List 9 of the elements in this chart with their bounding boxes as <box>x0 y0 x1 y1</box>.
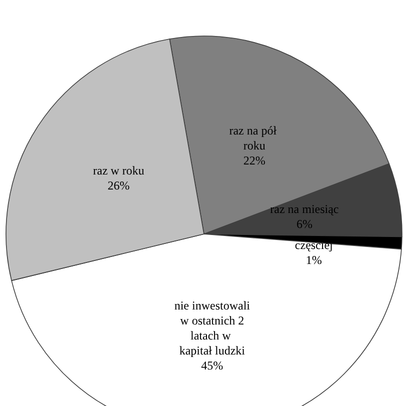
slice-label: nie inwestowali w ostatnich 2 latach w kapitał ludzki <box>174 298 251 358</box>
slice-label: raz na miesiąc <box>270 202 339 216</box>
data-label: 22% <box>243 153 266 168</box>
slice-label: raz na pół roku <box>229 123 280 152</box>
data-label: 1% <box>306 253 322 268</box>
data-label: 6% <box>296 216 312 231</box>
data-label: 45% <box>201 358 224 373</box>
data-label: 26% <box>108 178 130 193</box>
slice-label: raz w roku <box>92 164 144 178</box>
